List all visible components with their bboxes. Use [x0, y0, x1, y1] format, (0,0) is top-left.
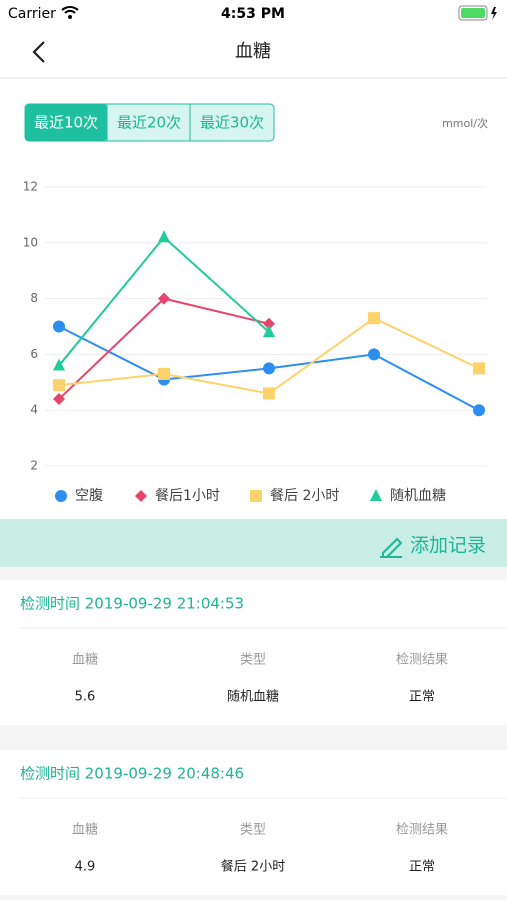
gap [0, 725, 507, 750]
wifi-icon [61, 6, 79, 14]
record-value: 4.9 [75, 860, 96, 875]
y-tick-label: 2 [30, 459, 38, 473]
column-header: 检测结果 [396, 823, 448, 838]
record-value: 随机血糖 [227, 689, 279, 705]
legend-label: 餐后 2小时 [270, 488, 339, 504]
carrier: Carrier [8, 6, 56, 22]
legend-label: 随机血糖 [390, 488, 446, 504]
data-point [263, 387, 275, 400]
data-point [368, 348, 380, 361]
record-value: 正常 [409, 860, 435, 875]
legend-marker [55, 490, 67, 502]
data-point [263, 325, 275, 338]
tab[interactable]: 最近20次 [117, 114, 181, 132]
unit-label: mmol/次 [442, 116, 488, 130]
record-value: 餐后 2小时 [221, 859, 285, 875]
gap [0, 895, 507, 900]
record-time: 检测时间 2019-09-29 20:48:46 [20, 765, 244, 783]
column-header: 检测结果 [396, 653, 448, 668]
nav-title: 血糖 [235, 41, 271, 62]
data-point [473, 362, 485, 375]
battery [458, 5, 488, 21]
column-header: 类型 [240, 823, 266, 838]
clock: 4:53 PM [221, 6, 285, 22]
battery-level [461, 8, 485, 18]
y-tick-label: 6 [30, 347, 38, 361]
data-point [158, 230, 170, 243]
data-point [368, 312, 380, 325]
data-point [158, 292, 170, 305]
back-button[interactable] [32, 41, 45, 63]
record-time: 检测时间 2019-09-29 21:04:53 [20, 595, 244, 613]
tab[interactable]: 最近10次 [34, 114, 98, 132]
record-list: 检测时间 2019-09-29 21:04:53血糖 类型 检测结果5.6 随机血糖正… [20, 595, 507, 875]
add-record[interactable]: 添加记录 [410, 535, 486, 557]
legend-marker [250, 490, 262, 502]
pencil-icon [380, 537, 403, 558]
legend-marker [370, 489, 382, 501]
data-point [473, 404, 485, 417]
legend-label: 空腹 [75, 487, 103, 504]
gap [0, 567, 507, 580]
record-value: 正常 [409, 690, 435, 705]
data-point [158, 367, 170, 380]
record-value: 5.6 [75, 690, 96, 705]
y-tick-label: 10 [23, 235, 38, 249]
charging-icon [491, 7, 497, 20]
data-point [53, 393, 65, 406]
wifi-dot [68, 15, 72, 19]
column-header: 血糖 [72, 652, 98, 668]
tab[interactable]: 最近30次 [200, 114, 264, 132]
y-tick-label: 12 [23, 180, 38, 194]
data-point [263, 362, 275, 375]
column-header: 血糖 [72, 822, 98, 838]
data-point [53, 379, 65, 392]
data-point [263, 317, 275, 330]
chart: 2 4 6 8 10 12 空腹 餐后1小时 餐后 2小时 随机血糖 [23, 180, 487, 504]
data-point [53, 358, 65, 371]
tab-selected [25, 104, 107, 141]
data-point [53, 320, 65, 333]
column-header: 类型 [240, 653, 266, 668]
y-tick-label: 8 [30, 291, 38, 305]
add-record-bar[interactable] [0, 519, 507, 567]
y-tick-label: 4 [30, 403, 38, 417]
legend-label: 餐后1小时 [155, 488, 220, 504]
legend-marker [135, 490, 147, 502]
